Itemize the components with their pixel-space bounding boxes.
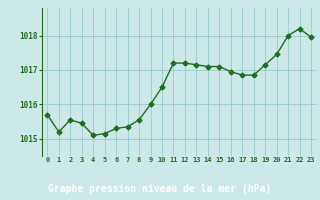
Text: Graphe pression niveau de la mer (hPa): Graphe pression niveau de la mer (hPa) (48, 184, 272, 194)
